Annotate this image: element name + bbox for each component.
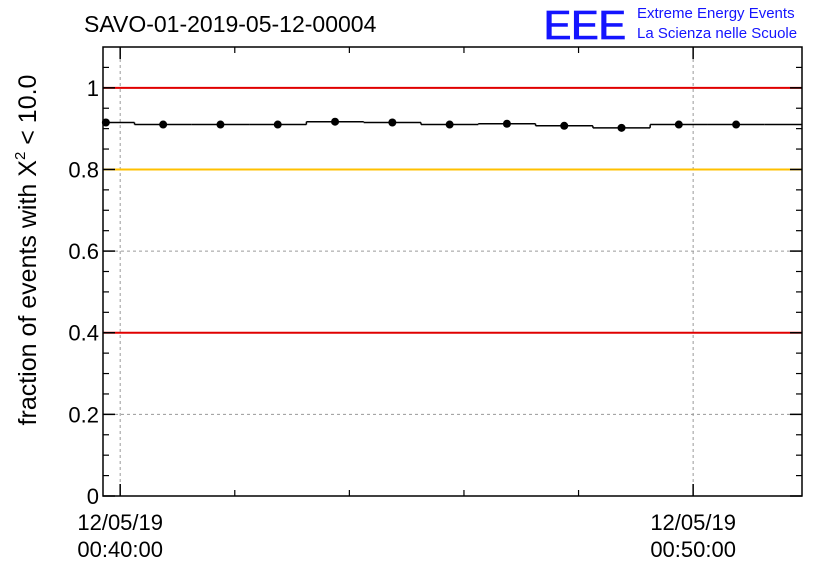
x-tick-label-time: 00:40:00	[77, 537, 163, 562]
data-point	[216, 120, 225, 129]
x-tick-label-date: 12/05/19	[77, 510, 163, 535]
data-point	[331, 117, 340, 126]
data-point	[273, 120, 282, 129]
data-point	[502, 119, 511, 128]
eee-logo-line1: Extreme Energy Events	[637, 5, 795, 22]
data-point	[388, 118, 397, 127]
eee-logo-letters: EEE	[543, 1, 626, 50]
x-tick-label-date: 12/05/19	[650, 510, 736, 535]
y-tick-label: 0.4	[68, 321, 99, 346]
reference-lines	[103, 86, 802, 334]
y-tick-label: 0.6	[68, 239, 99, 264]
eee-logo: EEE Extreme Energy Events La Scienza nel…	[542, 0, 797, 50]
y-tick-label: 1	[87, 76, 99, 101]
y-tick-label: 0	[87, 484, 99, 509]
y-axis-label-superscript: 2	[12, 152, 29, 160]
chart-title: SAVO-01-2019-05-12-00004	[84, 11, 377, 37]
y-tick-label: 0.8	[68, 157, 99, 182]
axes: 00.20.40.60.8112/05/1900:40:0012/05/1900…	[68, 46, 803, 562]
data-point	[445, 120, 454, 129]
data-point	[732, 120, 741, 129]
x-tick-label-time: 00:50:00	[650, 537, 736, 562]
series-layer	[101, 117, 802, 132]
y-axis-label-main: fraction of events with X	[14, 160, 42, 426]
data-point	[674, 120, 683, 129]
y-axis-label: fraction of events with X2 < 10.0	[12, 75, 42, 426]
data-point	[101, 118, 110, 127]
data-point	[560, 121, 569, 130]
data-point	[617, 123, 626, 132]
eee-logo-line2: La Scienza nelle Scuole	[637, 25, 797, 42]
y-axis-label-tail: < 10.0	[14, 75, 42, 152]
grid-layer	[103, 47, 802, 496]
y-tick-label: 0.2	[68, 402, 99, 427]
data-point	[159, 120, 168, 129]
plot-frame	[102, 46, 803, 497]
